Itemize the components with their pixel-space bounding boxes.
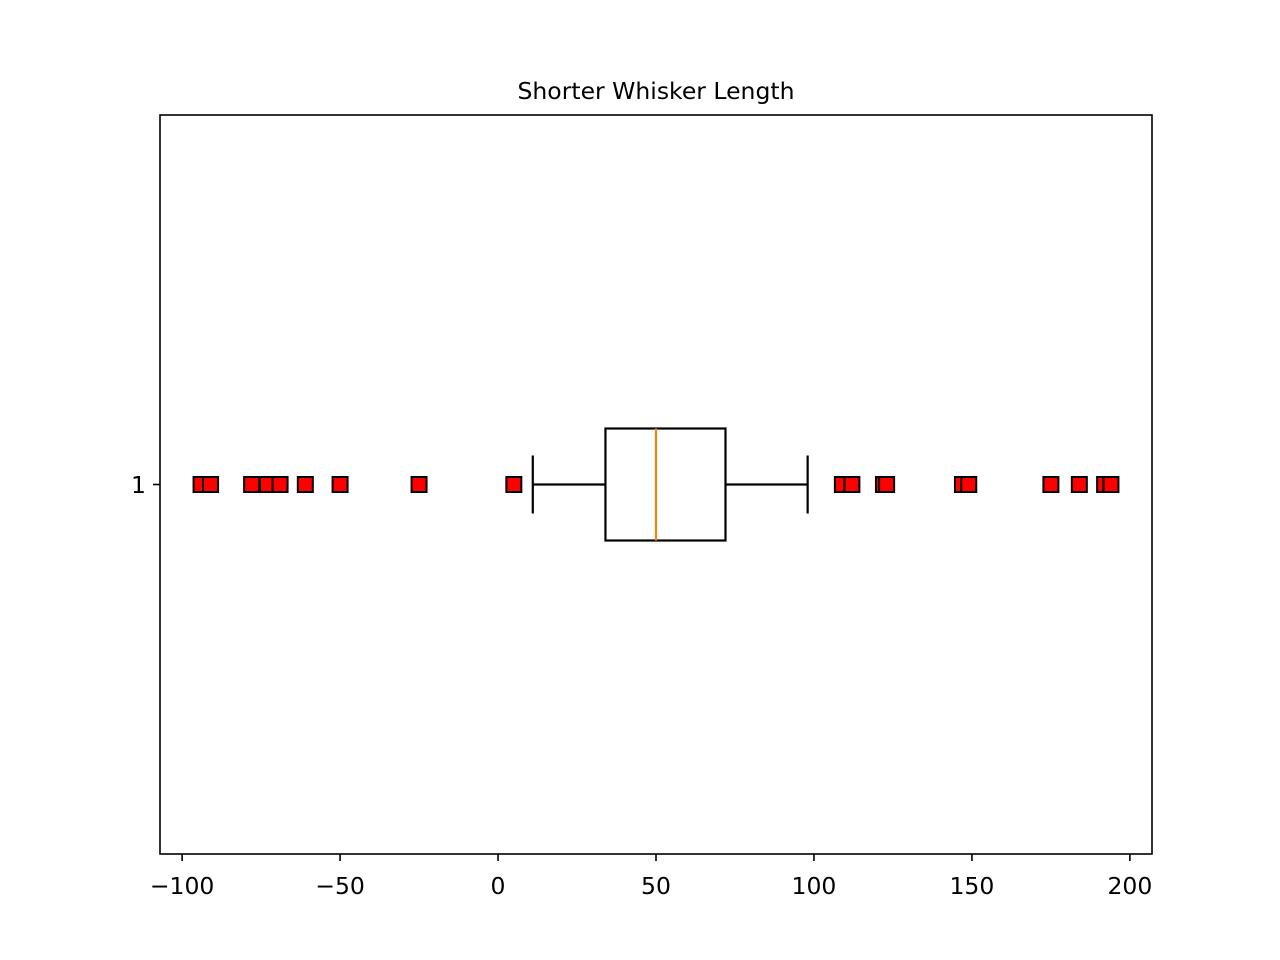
- outlier-marker: [878, 476, 896, 493]
- outlier-marker: [1070, 476, 1088, 493]
- y-tick-label: 1: [131, 471, 146, 499]
- x-tick-label: 150: [949, 872, 994, 900]
- outlier-marker: [296, 476, 314, 493]
- chart-title: Shorter Whisker Length: [518, 77, 795, 105]
- plot-area: [192, 427, 1120, 542]
- outlier-marker: [271, 476, 289, 493]
- x-tick-label: −50: [315, 872, 365, 900]
- outlier-marker: [202, 476, 220, 493]
- outlier-marker: [243, 476, 261, 493]
- iqr-box: [604, 427, 727, 542]
- outlier-marker: [843, 476, 861, 493]
- x-tick-label: 100: [792, 872, 837, 900]
- x-tick-label: 50: [641, 872, 671, 900]
- outlier-marker: [1042, 476, 1060, 493]
- outlier-marker: [410, 476, 428, 493]
- axes-frame: [159, 114, 1153, 855]
- x-tick-label: −100: [150, 872, 215, 900]
- x-tick-label: 200: [1107, 872, 1152, 900]
- outlier-marker: [505, 476, 523, 493]
- outlier-marker: [1102, 476, 1120, 493]
- x-tick-label: 0: [491, 872, 506, 900]
- axes: −100 −50 0 50 100 150 200 1: [131, 471, 1152, 900]
- outlier-marker: [331, 476, 349, 493]
- outlier-marker: [960, 476, 978, 493]
